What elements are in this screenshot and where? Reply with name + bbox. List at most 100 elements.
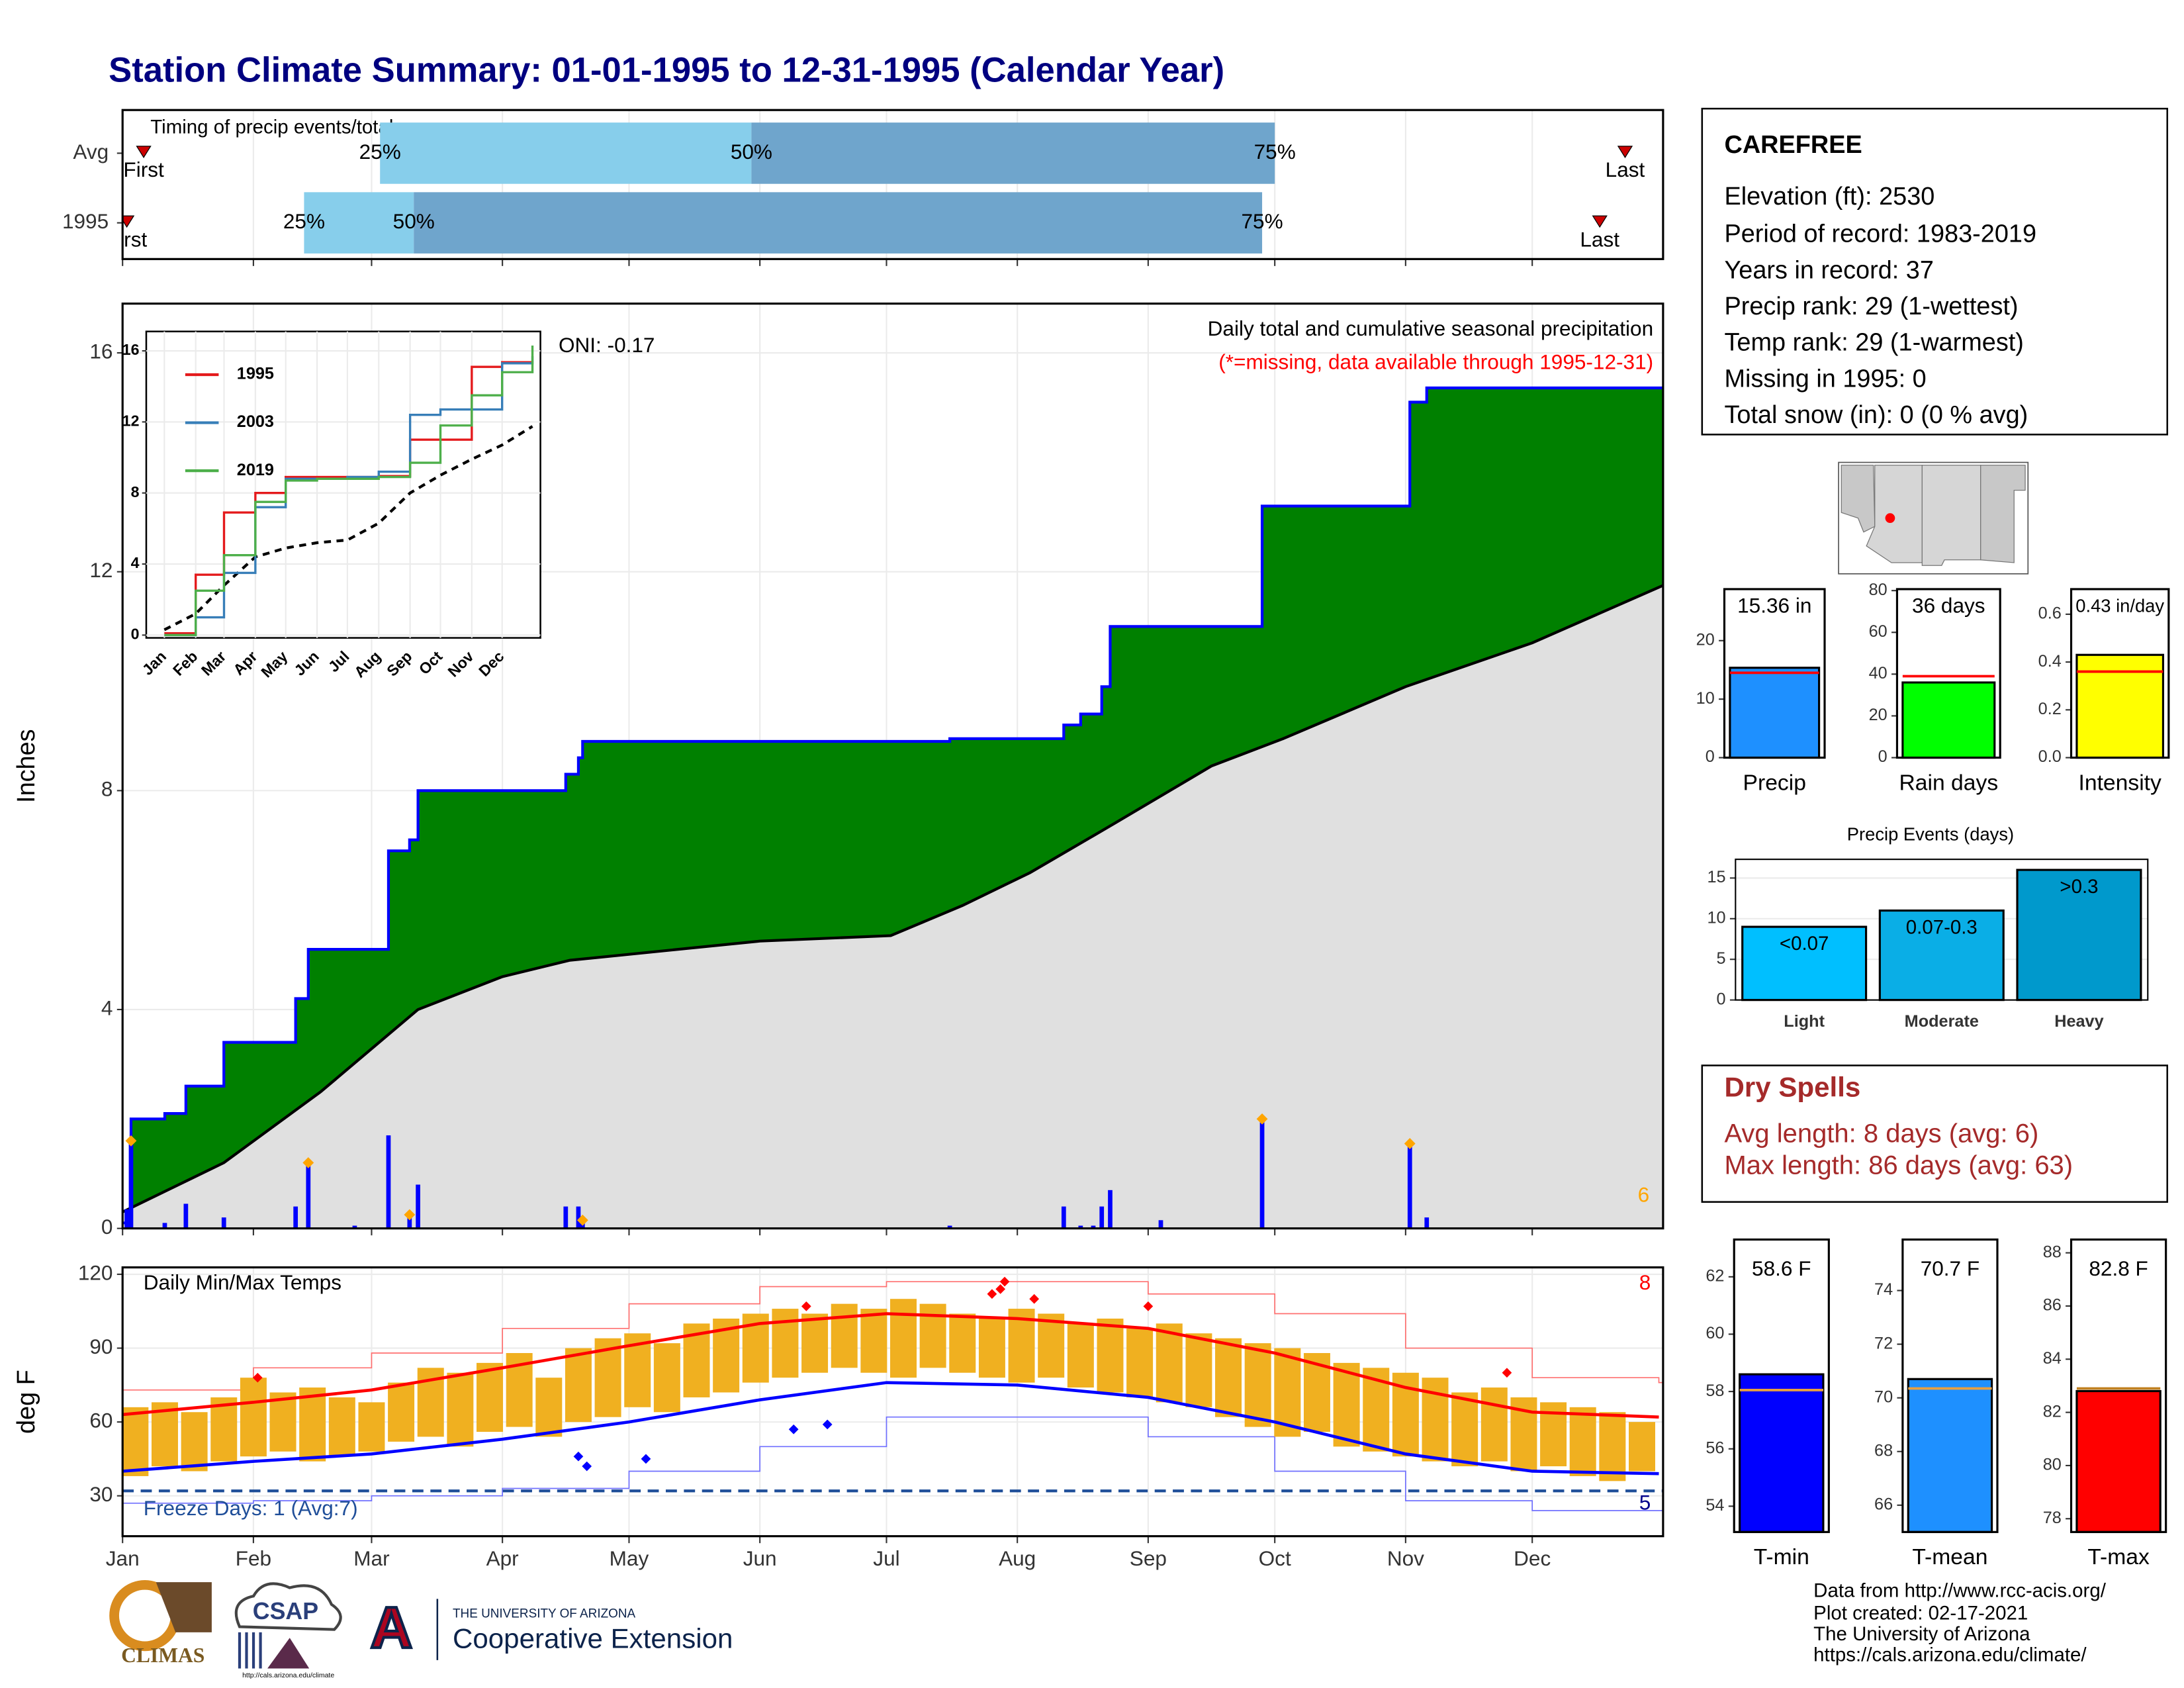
quartile-label: 50% — [731, 140, 772, 164]
chart-title: Daily Min/Max Temps — [144, 1270, 341, 1294]
csap-text: CSAP — [253, 1598, 318, 1624]
record-marker — [987, 1289, 997, 1299]
daily-range — [919, 1303, 946, 1368]
daily-bar — [183, 1203, 189, 1229]
y-tick-label: 15 — [1707, 868, 1725, 886]
station-name: CAREFREE — [1724, 131, 1862, 159]
daily-range — [447, 1372, 474, 1447]
daily-bar — [128, 1141, 134, 1229]
quartile-label: 75% — [1241, 209, 1283, 233]
daily-range — [240, 1378, 267, 1457]
bar-label: T-max — [2087, 1545, 2150, 1570]
summary-bar — [2075, 653, 2165, 759]
panel-frame — [1735, 859, 2149, 1001]
x-tick-label: Moderate — [1905, 1012, 1979, 1031]
y-tick-label: 0 — [1706, 747, 1715, 766]
row-label: Avg — [73, 140, 109, 164]
quartile-bar — [380, 122, 752, 184]
bar-label: Rain days — [1899, 771, 1998, 795]
daily-range — [1569, 1407, 1596, 1476]
station-line: Elevation (ft): 2530 — [1724, 183, 1934, 211]
normal-line — [122, 1312, 1659, 1419]
y-tick-label: 12 — [122, 412, 140, 429]
inset-panel — [145, 330, 541, 639]
y-tick-label: 20 — [1869, 706, 1888, 724]
daily-bar — [416, 1184, 420, 1229]
x-tick-label: Feb — [236, 1546, 271, 1570]
daily-bar — [386, 1135, 391, 1229]
daily-range — [535, 1378, 563, 1437]
quartile-bar — [751, 122, 1275, 184]
quartile-label: 25% — [359, 140, 401, 164]
value-label: 58.6 F — [1752, 1256, 1811, 1280]
event-label: First — [107, 227, 148, 251]
bin-label: <0.07 — [1780, 933, 1829, 955]
record-line — [122, 1416, 1663, 1511]
bar — [2016, 868, 2142, 1002]
y-tick-label: 88 — [2043, 1243, 2062, 1261]
summary-bar — [1907, 1378, 1993, 1533]
y-tick-label: 8 — [131, 483, 140, 500]
panel-frame — [1733, 1238, 1830, 1533]
y-axis-label: Inches — [13, 729, 40, 803]
y-axis-label: deg F — [13, 1370, 40, 1434]
y-tick-label: 60 — [1706, 1324, 1724, 1342]
y-tick-label: 60 — [89, 1408, 113, 1432]
timing-title: Timing of precip events/totals — [150, 116, 403, 138]
average-area — [122, 585, 1663, 1229]
daily-range — [299, 1387, 326, 1462]
climas-text: CLIMAS — [121, 1644, 205, 1667]
daily-range — [210, 1397, 238, 1462]
daily-range — [1126, 1328, 1154, 1397]
daily-bar — [947, 1225, 952, 1229]
event-label: First — [123, 158, 164, 181]
cumulative-line — [122, 386, 1663, 1225]
x-tick-label: Nov — [1387, 1546, 1424, 1570]
x-tick-label: Oct — [1259, 1546, 1291, 1570]
y-tick-label: 20 — [1696, 630, 1715, 649]
station-line: Period of record: 1983-2019 — [1724, 220, 2036, 248]
y-tick-label: 72 — [1874, 1334, 1893, 1352]
legend-label: 2019 — [237, 461, 274, 479]
page-title: Station Climate Summary: 01-01-1995 to 1… — [109, 50, 1224, 89]
daily-range — [181, 1412, 208, 1472]
x-tick-label: Light — [1784, 1012, 1825, 1031]
dry-spells-line: Avg length: 8 days (avg: 6) — [1724, 1119, 2038, 1148]
y-tick-label: 0.0 — [2038, 747, 2062, 766]
summary-bar — [2075, 1389, 2161, 1533]
y-tick-label: 0 — [131, 626, 140, 643]
panel-frame — [121, 1266, 1664, 1538]
daily-range — [1480, 1387, 1508, 1462]
record-low-count: 5 — [1639, 1491, 1651, 1515]
daily-bar — [124, 1209, 129, 1229]
daily-bar — [1099, 1206, 1105, 1229]
bar — [1878, 909, 2005, 1002]
climas-logo: CLIMAS — [109, 1579, 212, 1667]
daily-range — [1097, 1318, 1124, 1393]
y-tick-label: 0 — [101, 1215, 113, 1239]
x-tick-label: Mar — [353, 1546, 389, 1570]
daily-range — [1629, 1422, 1655, 1472]
bar-label: Intensity — [2079, 771, 2162, 795]
x-tick-label: Jul — [873, 1546, 899, 1570]
quartile-label: 50% — [393, 209, 435, 233]
ua-mark: A — [370, 1595, 412, 1660]
record-marker — [641, 1454, 651, 1464]
record-marker — [1256, 1113, 1268, 1125]
record-marker — [302, 1157, 314, 1168]
y-tick-label: 8 — [101, 777, 113, 801]
record-count: 6 — [1638, 1183, 1650, 1207]
freeze-label: Freeze Days: 1 (Avg:7) — [144, 1496, 358, 1520]
y-tick-label: 74 — [1874, 1280, 1893, 1299]
chart-title: Precip Events (days) — [1847, 824, 2014, 845]
daily-bar — [1108, 1190, 1113, 1229]
y-tick-label: 0.6 — [2038, 604, 2062, 623]
x-tick-label: Aug — [999, 1546, 1036, 1570]
daily-range — [1333, 1362, 1360, 1447]
locator-map — [1838, 461, 2029, 575]
ua-logo: A THE UNIVERSITY OF ARIZONA Cooperative … — [369, 1593, 733, 1662]
panel-frame — [121, 303, 1664, 1230]
daily-range — [1156, 1323, 1183, 1403]
quartile-label: 75% — [1254, 140, 1296, 164]
record-marker — [1143, 1301, 1154, 1311]
